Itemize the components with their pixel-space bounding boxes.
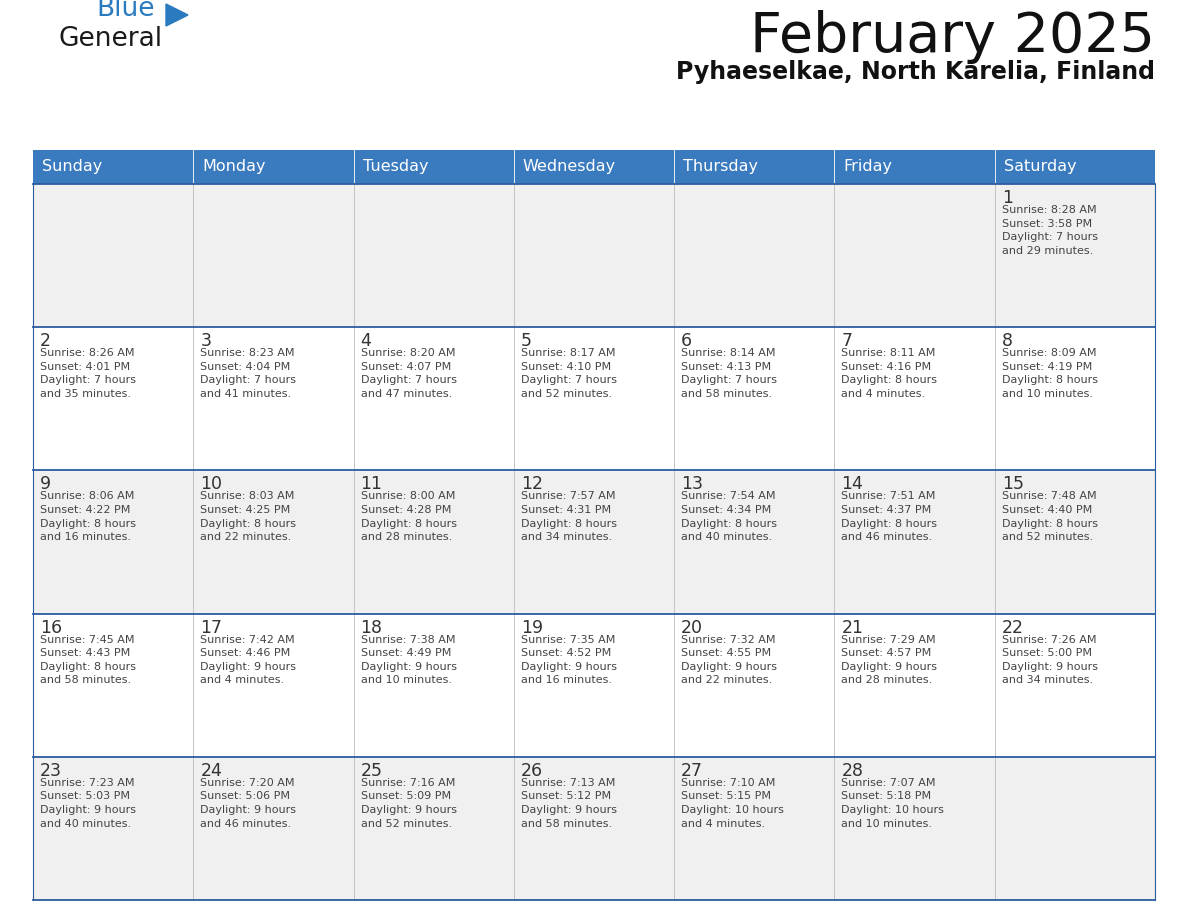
Bar bbox=[33, 613, 1155, 756]
Text: 1: 1 bbox=[1001, 189, 1012, 207]
Text: 4: 4 bbox=[361, 332, 372, 350]
Text: Sunday: Sunday bbox=[42, 160, 102, 174]
Text: 26: 26 bbox=[520, 762, 543, 779]
Text: Wednesday: Wednesday bbox=[523, 160, 617, 174]
Text: 18: 18 bbox=[361, 619, 383, 636]
Text: Sunrise: 7:26 AM
Sunset: 5:00 PM
Daylight: 9 hours
and 34 minutes.: Sunrise: 7:26 AM Sunset: 5:00 PM Dayligh… bbox=[1001, 634, 1098, 686]
Text: Sunrise: 7:32 AM
Sunset: 4:55 PM
Daylight: 9 hours
and 22 minutes.: Sunrise: 7:32 AM Sunset: 4:55 PM Dayligh… bbox=[681, 634, 777, 686]
Text: 10: 10 bbox=[201, 476, 222, 493]
Polygon shape bbox=[166, 4, 188, 26]
Text: 22: 22 bbox=[1001, 619, 1024, 636]
Text: Sunrise: 7:10 AM
Sunset: 5:15 PM
Daylight: 10 hours
and 4 minutes.: Sunrise: 7:10 AM Sunset: 5:15 PM Dayligh… bbox=[681, 778, 784, 829]
Text: Sunrise: 8:03 AM
Sunset: 4:25 PM
Daylight: 8 hours
and 22 minutes.: Sunrise: 8:03 AM Sunset: 4:25 PM Dayligh… bbox=[201, 491, 296, 543]
Text: Sunrise: 7:45 AM
Sunset: 4:43 PM
Daylight: 8 hours
and 58 minutes.: Sunrise: 7:45 AM Sunset: 4:43 PM Dayligh… bbox=[40, 634, 135, 686]
Bar bbox=[834, 150, 994, 184]
Text: 24: 24 bbox=[201, 762, 222, 779]
Text: Sunrise: 7:16 AM
Sunset: 5:09 PM
Daylight: 9 hours
and 52 minutes.: Sunrise: 7:16 AM Sunset: 5:09 PM Dayligh… bbox=[361, 778, 456, 829]
Text: Sunrise: 7:29 AM
Sunset: 4:57 PM
Daylight: 9 hours
and 28 minutes.: Sunrise: 7:29 AM Sunset: 4:57 PM Dayligh… bbox=[841, 634, 937, 686]
Text: Friday: Friday bbox=[843, 160, 892, 174]
Text: 25: 25 bbox=[361, 762, 383, 779]
Text: 27: 27 bbox=[681, 762, 703, 779]
Text: 17: 17 bbox=[201, 619, 222, 636]
Text: 5: 5 bbox=[520, 332, 532, 350]
Text: 20: 20 bbox=[681, 619, 703, 636]
Text: Sunrise: 7:07 AM
Sunset: 5:18 PM
Daylight: 10 hours
and 10 minutes.: Sunrise: 7:07 AM Sunset: 5:18 PM Dayligh… bbox=[841, 778, 944, 829]
Text: Sunrise: 7:54 AM
Sunset: 4:34 PM
Daylight: 8 hours
and 40 minutes.: Sunrise: 7:54 AM Sunset: 4:34 PM Dayligh… bbox=[681, 491, 777, 543]
Bar bbox=[514, 150, 674, 184]
Text: February 2025: February 2025 bbox=[750, 10, 1155, 64]
Text: 11: 11 bbox=[361, 476, 383, 493]
Text: Tuesday: Tuesday bbox=[362, 160, 428, 174]
Bar bbox=[33, 756, 1155, 900]
Text: Sunrise: 8:06 AM
Sunset: 4:22 PM
Daylight: 8 hours
and 16 minutes.: Sunrise: 8:06 AM Sunset: 4:22 PM Dayligh… bbox=[40, 491, 135, 543]
Bar bbox=[194, 150, 354, 184]
Text: Sunrise: 8:17 AM
Sunset: 4:10 PM
Daylight: 7 hours
and 52 minutes.: Sunrise: 8:17 AM Sunset: 4:10 PM Dayligh… bbox=[520, 348, 617, 399]
Text: Sunrise: 7:38 AM
Sunset: 4:49 PM
Daylight: 9 hours
and 10 minutes.: Sunrise: 7:38 AM Sunset: 4:49 PM Dayligh… bbox=[361, 634, 456, 686]
Text: Saturday: Saturday bbox=[1004, 160, 1076, 174]
Text: 16: 16 bbox=[40, 619, 62, 636]
Text: Sunrise: 7:20 AM
Sunset: 5:06 PM
Daylight: 9 hours
and 46 minutes.: Sunrise: 7:20 AM Sunset: 5:06 PM Dayligh… bbox=[201, 778, 296, 829]
Text: Sunrise: 8:09 AM
Sunset: 4:19 PM
Daylight: 8 hours
and 10 minutes.: Sunrise: 8:09 AM Sunset: 4:19 PM Dayligh… bbox=[1001, 348, 1098, 399]
Bar bbox=[994, 150, 1155, 184]
Bar bbox=[33, 184, 1155, 327]
Bar bbox=[33, 470, 1155, 613]
Text: 19: 19 bbox=[520, 619, 543, 636]
Text: 13: 13 bbox=[681, 476, 703, 493]
Text: Sunrise: 8:20 AM
Sunset: 4:07 PM
Daylight: 7 hours
and 47 minutes.: Sunrise: 8:20 AM Sunset: 4:07 PM Dayligh… bbox=[361, 348, 456, 399]
Text: Sunrise: 8:14 AM
Sunset: 4:13 PM
Daylight: 7 hours
and 58 minutes.: Sunrise: 8:14 AM Sunset: 4:13 PM Dayligh… bbox=[681, 348, 777, 399]
Text: Sunrise: 8:00 AM
Sunset: 4:28 PM
Daylight: 8 hours
and 28 minutes.: Sunrise: 8:00 AM Sunset: 4:28 PM Dayligh… bbox=[361, 491, 456, 543]
Text: 9: 9 bbox=[40, 476, 51, 493]
Text: 28: 28 bbox=[841, 762, 864, 779]
Text: 23: 23 bbox=[40, 762, 62, 779]
Text: Sunrise: 8:23 AM
Sunset: 4:04 PM
Daylight: 7 hours
and 41 minutes.: Sunrise: 8:23 AM Sunset: 4:04 PM Dayligh… bbox=[201, 348, 296, 399]
Text: Sunrise: 8:11 AM
Sunset: 4:16 PM
Daylight: 8 hours
and 4 minutes.: Sunrise: 8:11 AM Sunset: 4:16 PM Dayligh… bbox=[841, 348, 937, 399]
Text: 7: 7 bbox=[841, 332, 853, 350]
Bar bbox=[33, 150, 194, 184]
Bar bbox=[674, 150, 834, 184]
Text: Sunrise: 7:13 AM
Sunset: 5:12 PM
Daylight: 9 hours
and 58 minutes.: Sunrise: 7:13 AM Sunset: 5:12 PM Dayligh… bbox=[520, 778, 617, 829]
Text: Sunrise: 8:28 AM
Sunset: 3:58 PM
Daylight: 7 hours
and 29 minutes.: Sunrise: 8:28 AM Sunset: 3:58 PM Dayligh… bbox=[1001, 205, 1098, 256]
Text: 3: 3 bbox=[201, 332, 211, 350]
Text: 8: 8 bbox=[1001, 332, 1012, 350]
Text: 14: 14 bbox=[841, 476, 864, 493]
Bar bbox=[354, 150, 514, 184]
Text: General: General bbox=[58, 26, 162, 52]
Bar bbox=[33, 327, 1155, 470]
Text: Pyhaeselkae, North Karelia, Finland: Pyhaeselkae, North Karelia, Finland bbox=[676, 60, 1155, 84]
Text: Thursday: Thursday bbox=[683, 160, 758, 174]
Text: Blue: Blue bbox=[96, 0, 154, 22]
Text: 2: 2 bbox=[40, 332, 51, 350]
Text: Sunrise: 7:51 AM
Sunset: 4:37 PM
Daylight: 8 hours
and 46 minutes.: Sunrise: 7:51 AM Sunset: 4:37 PM Dayligh… bbox=[841, 491, 937, 543]
Text: Sunrise: 7:57 AM
Sunset: 4:31 PM
Daylight: 8 hours
and 34 minutes.: Sunrise: 7:57 AM Sunset: 4:31 PM Dayligh… bbox=[520, 491, 617, 543]
Text: Monday: Monday bbox=[202, 160, 266, 174]
Text: 15: 15 bbox=[1001, 476, 1024, 493]
Text: Sunrise: 8:26 AM
Sunset: 4:01 PM
Daylight: 7 hours
and 35 minutes.: Sunrise: 8:26 AM Sunset: 4:01 PM Dayligh… bbox=[40, 348, 135, 399]
Text: 21: 21 bbox=[841, 619, 864, 636]
Text: Sunrise: 7:35 AM
Sunset: 4:52 PM
Daylight: 9 hours
and 16 minutes.: Sunrise: 7:35 AM Sunset: 4:52 PM Dayligh… bbox=[520, 634, 617, 686]
Text: Sunrise: 7:48 AM
Sunset: 4:40 PM
Daylight: 8 hours
and 52 minutes.: Sunrise: 7:48 AM Sunset: 4:40 PM Dayligh… bbox=[1001, 491, 1098, 543]
Text: Sunrise: 7:23 AM
Sunset: 5:03 PM
Daylight: 9 hours
and 40 minutes.: Sunrise: 7:23 AM Sunset: 5:03 PM Dayligh… bbox=[40, 778, 135, 829]
Text: 12: 12 bbox=[520, 476, 543, 493]
Text: Sunrise: 7:42 AM
Sunset: 4:46 PM
Daylight: 9 hours
and 4 minutes.: Sunrise: 7:42 AM Sunset: 4:46 PM Dayligh… bbox=[201, 634, 296, 686]
Text: 6: 6 bbox=[681, 332, 693, 350]
